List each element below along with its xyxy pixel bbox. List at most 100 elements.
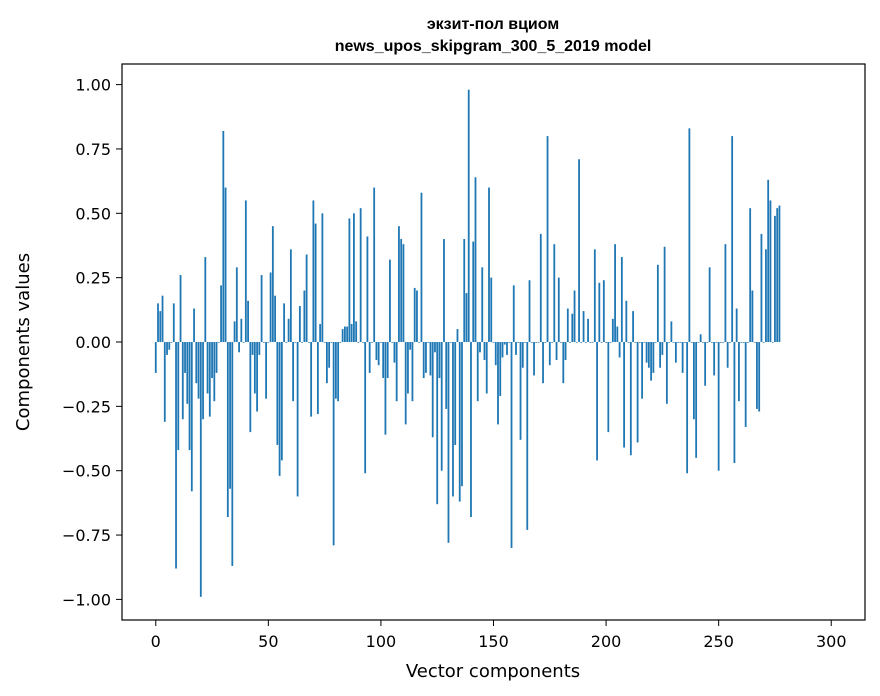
bar — [454, 342, 457, 445]
bar — [339, 342, 342, 343]
bar — [749, 208, 752, 342]
bar — [587, 318, 589, 342]
bar — [654, 342, 657, 343]
bar — [301, 342, 304, 343]
bar — [413, 287, 416, 342]
bar — [499, 342, 502, 397]
y-axis: 1.00 0.75 0.50 0.25 0.00 −0.25 −0.50 −0.75 −1.00 — [62, 76, 122, 609]
bar — [470, 342, 472, 518]
bar — [350, 323, 353, 342]
bar — [341, 329, 344, 342]
bar — [744, 342, 747, 427]
bar — [262, 342, 265, 343]
bar — [533, 342, 535, 376]
bar — [479, 342, 481, 353]
bar — [699, 334, 702, 342]
bar — [620, 257, 623, 342]
bar — [323, 342, 326, 343]
bar — [296, 342, 299, 497]
bar — [492, 342, 495, 343]
bar — [193, 308, 195, 342]
bar — [285, 342, 288, 343]
bar — [564, 342, 567, 361]
x-tick-label: 250 — [703, 632, 734, 651]
bar — [157, 303, 159, 342]
bar — [553, 244, 556, 342]
bar — [488, 187, 490, 342]
bar — [605, 342, 607, 343]
bar — [557, 277, 560, 342]
bar — [695, 342, 698, 458]
bar — [729, 342, 731, 343]
bar — [560, 342, 562, 343]
bar — [636, 342, 639, 443]
bar — [181, 342, 184, 420]
bar — [485, 342, 488, 394]
bar — [292, 342, 295, 402]
bar — [571, 313, 574, 342]
bar — [166, 342, 168, 355]
bar — [253, 342, 256, 394]
bar — [501, 342, 504, 358]
bar — [244, 200, 247, 342]
bar — [314, 223, 317, 342]
bar — [229, 342, 231, 489]
plot-area — [154, 89, 781, 597]
bar — [674, 342, 677, 363]
bar — [683, 342, 686, 343]
bar — [578, 159, 580, 342]
bar — [393, 342, 396, 363]
bar — [398, 226, 400, 342]
bar — [751, 290, 754, 342]
bar — [373, 187, 376, 342]
bar — [344, 326, 346, 342]
bar — [238, 342, 240, 353]
bar — [706, 342, 709, 343]
x-tick-label: 100 — [366, 632, 397, 651]
bar — [600, 342, 603, 343]
bar — [668, 342, 671, 343]
bar — [217, 342, 220, 343]
y-tick-label: 0.25 — [75, 269, 111, 288]
bar — [199, 342, 202, 597]
bar — [537, 342, 540, 343]
bar — [260, 275, 263, 342]
bar — [611, 318, 614, 342]
bar — [738, 342, 740, 402]
bar — [692, 342, 695, 420]
bar — [431, 342, 434, 438]
bar — [325, 342, 328, 384]
bar — [425, 342, 427, 373]
bar — [186, 342, 189, 404]
y-tick-label: −0.75 — [62, 526, 111, 545]
bar — [202, 342, 204, 420]
bar — [226, 342, 229, 518]
bar — [575, 342, 578, 343]
bar — [235, 267, 238, 342]
bar — [204, 257, 207, 342]
bar — [334, 342, 337, 399]
x-tick-label: 50 — [258, 632, 278, 651]
bar — [163, 342, 166, 422]
bar — [211, 342, 213, 379]
bar — [208, 342, 211, 417]
y-tick-label: −0.25 — [62, 397, 111, 416]
y-axis-label: Components values — [13, 253, 34, 431]
bar — [544, 342, 547, 343]
bar — [609, 342, 612, 343]
bar — [769, 200, 772, 342]
bar — [524, 342, 526, 343]
bar — [427, 342, 430, 343]
bar — [677, 342, 680, 343]
bar — [316, 342, 319, 415]
bar — [704, 342, 707, 386]
bar — [580, 342, 583, 343]
bar — [753, 342, 756, 343]
bar — [582, 311, 585, 342]
bar — [616, 326, 619, 342]
bar — [740, 342, 743, 343]
x-tick-label: 300 — [816, 632, 847, 651]
bar — [440, 342, 443, 471]
bar — [627, 342, 630, 343]
